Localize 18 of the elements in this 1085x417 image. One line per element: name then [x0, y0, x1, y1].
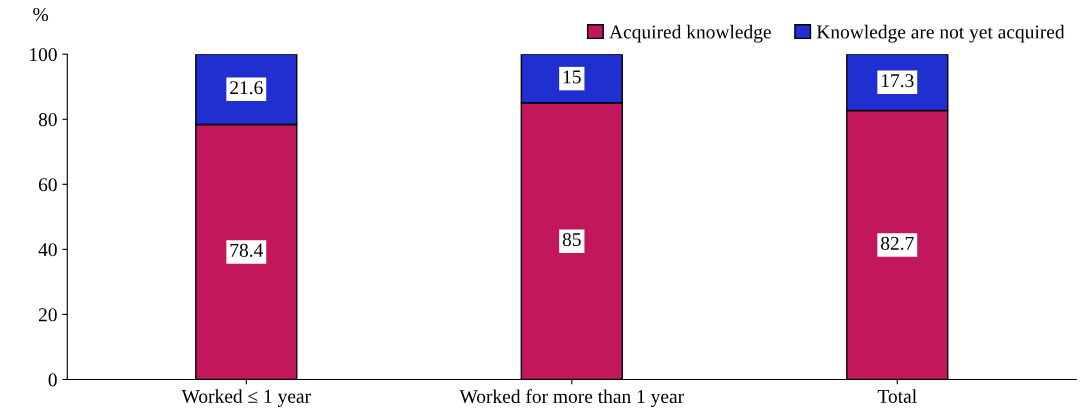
y-tick-label: 0 [48, 373, 57, 387]
x-tick-label: Worked for more than 1 year [459, 389, 684, 408]
x-tick-label: Total [877, 389, 917, 403]
legend-label: Knowledge are not yet acquired [816, 24, 1065, 43]
y-tick-label: 80 [38, 113, 57, 127]
y-axis-title: % [33, 7, 49, 22]
y-tick-label: 60 [38, 178, 57, 192]
data-label: 17.3 [881, 74, 914, 88]
data-label: 15 [563, 70, 581, 84]
legend-label: Acquired knowledge [609, 24, 771, 43]
data-label: 85 [562, 232, 581, 247]
data-label: 78.4 [230, 243, 264, 257]
y-tick-label: 20 [38, 308, 57, 322]
x-tick-label: Worked ≤ 1 year [181, 389, 311, 407]
y-tick-label: 100 [30, 48, 57, 62]
data-label: 21.6 [230, 81, 263, 95]
y-tick-label: 40 [38, 243, 57, 257]
data-label: 82.7 [881, 236, 914, 250]
